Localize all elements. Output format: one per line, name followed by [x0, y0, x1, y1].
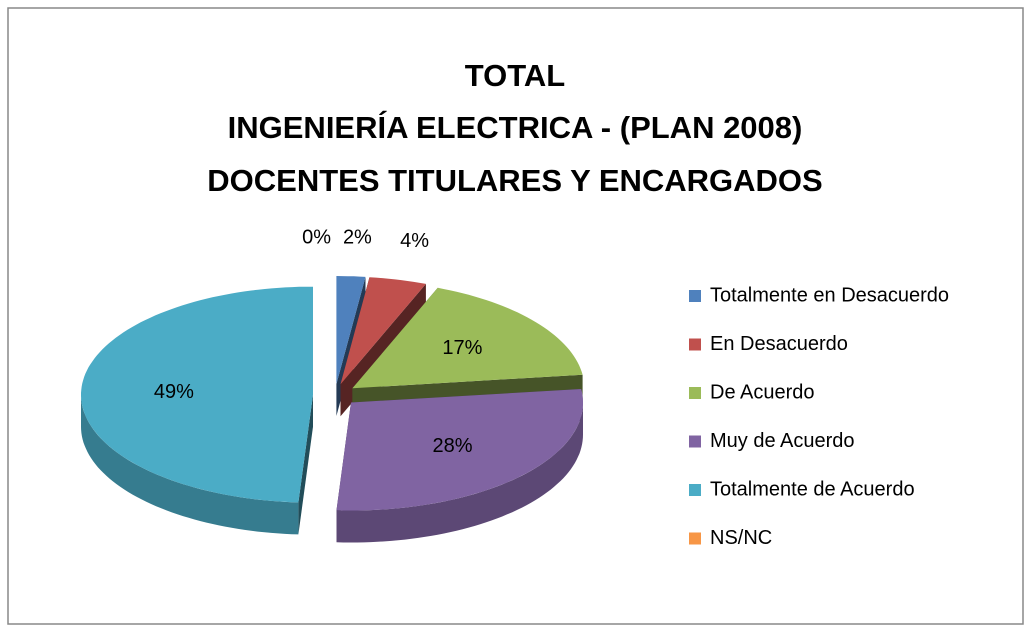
legend-swatch	[689, 484, 701, 496]
data-label: 49%	[154, 381, 194, 403]
pie-slice	[81, 286, 313, 535]
slice-top	[336, 276, 366, 384]
data-label: 28%	[432, 435, 472, 457]
slice-wall	[336, 402, 583, 543]
legend-label: Muy de Acuerdo	[710, 430, 855, 452]
slice-side	[298, 394, 313, 535]
chart-title: INGENIERÍA ELECTRICA - (PLAN 2008)	[228, 110, 803, 145]
slice-top	[352, 287, 583, 389]
data-label: 4%	[400, 230, 429, 252]
legend-label: Totalmente en Desacuerdo	[710, 284, 949, 306]
legend-swatch	[689, 387, 701, 399]
data-label: 0%	[302, 226, 331, 248]
slice-top	[81, 286, 313, 503]
chart-title: DOCENTES TITULARES Y ENCARGADOS	[207, 163, 822, 198]
legend-swatch	[689, 435, 701, 448]
chart-title: TOTAL	[465, 58, 565, 93]
data-label: 2%	[343, 227, 372, 249]
legend-swatch	[689, 290, 701, 302]
legend-label: NS/NC	[710, 527, 772, 549]
legend-swatch	[689, 338, 701, 351]
legend-label: Totalmente de Acuerdo	[710, 478, 915, 500]
legend-label: En Desacuerdo	[710, 333, 848, 355]
pie-slice	[336, 389, 583, 543]
slice-top	[340, 277, 426, 385]
slice-top	[336, 389, 583, 511]
legend-swatch	[689, 532, 701, 545]
slice-wall	[81, 394, 299, 535]
data-label: 17%	[442, 337, 482, 359]
legend-label: De Acuerdo	[710, 381, 815, 403]
